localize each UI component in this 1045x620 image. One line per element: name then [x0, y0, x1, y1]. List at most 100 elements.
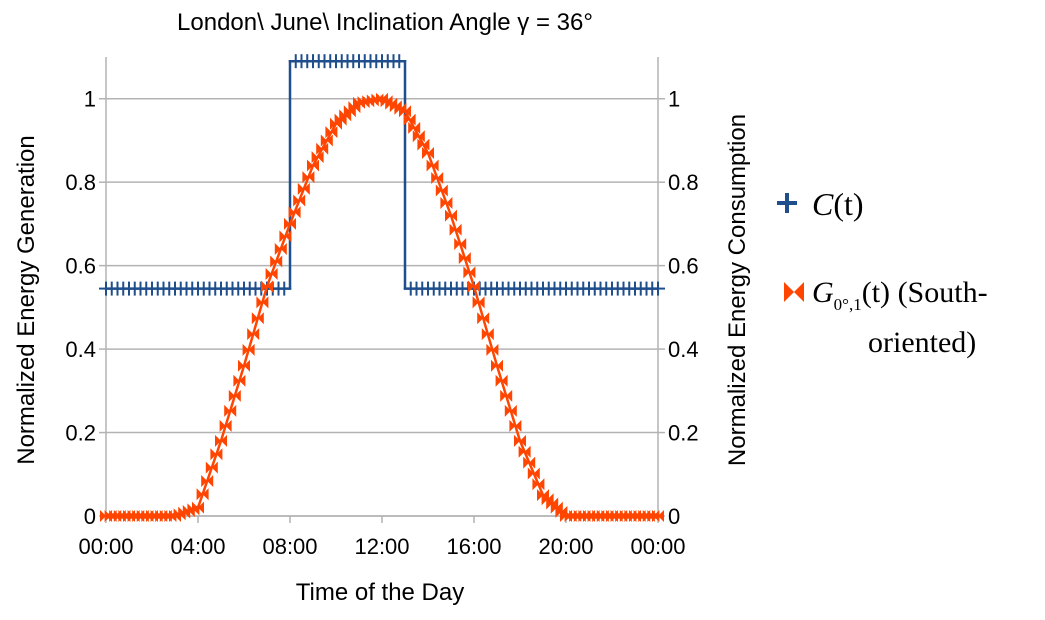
data-point-marker [265, 267, 278, 280]
data-point-marker [426, 159, 439, 172]
x-tick-label: 08:00 [262, 534, 317, 559]
data-point-marker [297, 182, 310, 195]
data-point-marker [652, 510, 664, 522]
data-point-marker [422, 146, 434, 159]
data-point-marker [192, 501, 204, 514]
data-point-marker [228, 389, 241, 402]
data-point-marker [215, 434, 227, 447]
data-point-marker [509, 419, 522, 432]
data-point-marker [279, 230, 292, 243]
legend-g-line2: oriented) [868, 326, 976, 359]
data-point-marker [481, 328, 494, 341]
data-point-marker [504, 404, 517, 417]
data-point-marker [486, 343, 499, 356]
data-point-marker [274, 242, 287, 255]
series-layer [99, 54, 665, 522]
data-point-marker [224, 404, 237, 417]
y-tick-label-right: 0.8 [668, 170, 699, 195]
data-point-marker [325, 126, 338, 139]
data-point-marker [445, 209, 457, 222]
axis-layer [99, 57, 665, 523]
data-point-marker [527, 467, 540, 480]
y-ticks-left: 0 0.2 0.4 0.6 0.8 1 [65, 87, 96, 529]
data-point-marker [330, 117, 342, 130]
legend-bowtie-marker [784, 282, 804, 302]
data-point-marker [288, 206, 301, 219]
data-point-marker [201, 474, 214, 487]
data-point-marker [463, 266, 476, 279]
x-tick-label: 00:00 [630, 534, 685, 559]
y-axis-label-right: Normalized Energy Consumption [724, 114, 751, 466]
data-point-marker [205, 461, 218, 474]
y-tick-label-right: 0.6 [668, 254, 699, 279]
data-point-marker [514, 434, 526, 447]
x-tick-label: 12:00 [354, 534, 409, 559]
data-point-marker [449, 223, 462, 236]
data-point-marker [403, 113, 416, 126]
data-point-marker [256, 296, 269, 309]
legend-plus [777, 193, 797, 213]
series-consumption [99, 54, 665, 296]
y-tick-label-left: 0.4 [65, 337, 96, 362]
data-point-marker [247, 328, 260, 341]
data-point-marker [219, 419, 232, 432]
legend-c-arg: (t) [833, 186, 863, 222]
y-tick-label-left: 0.6 [65, 254, 96, 279]
data-point-marker [399, 105, 411, 118]
series-line [106, 97, 658, 518]
y-ticks-right: 0 0.2 0.4 0.6 0.8 1 [668, 87, 699, 529]
data-point-marker [431, 172, 444, 185]
data-point-marker [532, 478, 545, 491]
y-tick-label-right: 0.2 [668, 421, 699, 446]
data-point-marker [238, 359, 250, 372]
legend-c-main: C [812, 186, 834, 222]
y-tick-label-right: 0 [668, 504, 680, 529]
y-axis-label-left: Normalized Energy Generation [13, 135, 40, 465]
data-point-marker [293, 194, 306, 207]
data-point-marker [261, 280, 273, 293]
data-point-marker [495, 374, 508, 387]
y-tick-label-left: 0.2 [65, 421, 96, 446]
data-point-marker [472, 296, 485, 309]
y-tick-label-left: 1 [84, 87, 96, 112]
legend-entry-generation: G0°,1(t) (South- oriented) [784, 276, 988, 359]
data-point-marker [242, 343, 255, 356]
svg-text:C(t): C(t) [812, 186, 864, 222]
data-point-marker [651, 281, 665, 296]
data-point-marker [270, 255, 283, 268]
data-point-marker [196, 488, 209, 501]
data-point-marker [468, 280, 480, 293]
data-point-marker [233, 374, 246, 387]
x-ticks: 00:00 04:00 08:00 12:00 16:00 20:00 00:00 [78, 534, 685, 559]
data-point-marker [408, 121, 421, 134]
y-tick-label-left: 0 [84, 504, 96, 529]
data-point-marker [210, 448, 223, 461]
data-point-marker [458, 252, 471, 265]
data-point-marker [311, 151, 324, 164]
x-tick-label: 00:00 [78, 534, 133, 559]
data-point-marker [417, 138, 430, 151]
grid-layer [106, 97, 658, 517]
data-point-marker [302, 171, 315, 184]
legend-g-suffix: (South- [890, 276, 988, 309]
data-point-marker [284, 217, 296, 230]
x-axis-label: Time of the Day [296, 579, 465, 606]
data-point-marker [392, 54, 407, 69]
y-tick-label-left: 0.8 [65, 170, 96, 195]
data-point-marker [307, 159, 319, 172]
y-tick-label-right: 0.4 [668, 337, 699, 362]
data-point-marker [412, 130, 425, 143]
legend-bowtie [784, 282, 804, 302]
y-tick-label-right: 1 [668, 87, 680, 112]
x-tick-label: 04:00 [170, 534, 225, 559]
svg-text:G0°,1(t) (South-: G0°,1(t) (South- [812, 276, 988, 314]
data-point-marker [491, 359, 503, 372]
data-point-marker [523, 456, 536, 469]
data-point-marker [435, 184, 448, 197]
legend-entry-consumption: C(t) [777, 186, 864, 222]
legend-plus-marker [777, 193, 797, 213]
data-point-marker [500, 389, 513, 402]
x-tick-label: 20:00 [538, 534, 593, 559]
data-point-marker [251, 312, 264, 325]
